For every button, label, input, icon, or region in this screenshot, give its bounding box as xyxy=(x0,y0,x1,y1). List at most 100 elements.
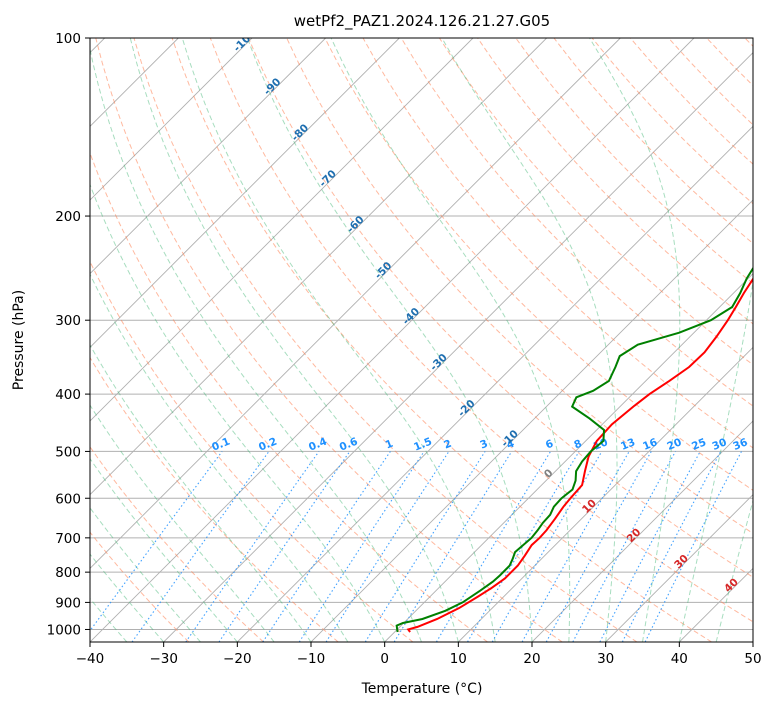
isotherm--60 xyxy=(90,38,547,496)
mixing-ratio-line-12 xyxy=(521,451,630,642)
isotherm--50 xyxy=(90,38,621,569)
y-tick-label: 200 xyxy=(55,209,81,225)
isotherm--40 xyxy=(90,38,695,642)
x-tick-label: 40 xyxy=(671,651,688,667)
moist-adiabat--10 xyxy=(90,343,312,642)
dry-adiabat-170 xyxy=(668,38,753,126)
isotherm-0 xyxy=(384,273,753,642)
y-tick-label: 300 xyxy=(55,313,81,329)
moist-adiabat--15 xyxy=(90,404,275,642)
mixing-ratio-line-5 xyxy=(298,451,425,642)
dry-adiabat-label-12: 20 xyxy=(625,526,644,545)
moist-adiabat--35 xyxy=(90,597,128,642)
y-tick-label: 500 xyxy=(55,444,81,460)
mixing-ratio-line-6 xyxy=(325,451,450,642)
mixing-ratio-line-9 xyxy=(435,451,552,642)
moist-adiabat--5 xyxy=(90,273,349,642)
x-tick-label: 50 xyxy=(744,651,761,667)
y-axis-label: Pressure (hPa) xyxy=(11,290,27,390)
mixing-ratio-line-17 xyxy=(644,451,742,642)
mixing-ratio-line-2 xyxy=(185,451,320,642)
moist-adiabat-5 xyxy=(90,46,422,642)
isotherm-30 xyxy=(605,494,753,642)
mixing-ratio-label-10: 8 xyxy=(572,438,583,452)
mixing-ratio-label-15: 25 xyxy=(690,436,708,453)
dry-adiabat--30 xyxy=(90,531,190,642)
y-tick-label: 600 xyxy=(55,491,81,507)
dry-adiabat-180 xyxy=(706,38,753,87)
dry-adiabat-150 xyxy=(591,38,753,205)
y-axis: 1000 900 800 700 600 500 400 300 200 100 xyxy=(47,31,90,639)
dry-adiabat-label-9: -10 xyxy=(499,428,521,450)
moist-adiabat-45 xyxy=(715,498,753,642)
moist-adiabat-30 xyxy=(441,38,618,642)
mixing-ratio-label-16: 30 xyxy=(711,436,729,453)
isotherm--80 xyxy=(90,38,400,348)
dry-adiabat-70 xyxy=(286,38,753,534)
x-tick-label: −10 xyxy=(297,651,326,667)
dry-adiabat-0 xyxy=(90,260,414,642)
background-lines xyxy=(90,38,753,642)
y-tick-label: 400 xyxy=(55,387,81,403)
y-tick-label: 900 xyxy=(55,595,81,611)
x-tick-label: −40 xyxy=(76,651,105,667)
plot-frame xyxy=(89,37,754,643)
moist-adiabat-40 xyxy=(678,38,753,642)
mixing-ratio-line-7 xyxy=(364,451,486,642)
dry-adiabat-label-11: 10 xyxy=(580,497,599,516)
dry-adiabat-label-14: 40 xyxy=(722,576,741,595)
dry-adiabat-140 xyxy=(553,38,753,245)
dry-adiabat-80 xyxy=(324,38,753,491)
mixing-ratio-line-13 xyxy=(545,451,652,642)
moist-adiabat-25 xyxy=(330,38,571,642)
dewpoint-line xyxy=(395,266,753,633)
mixing-ratio-line-16 xyxy=(621,451,722,642)
dry-adiabat-label-6: -40 xyxy=(400,306,422,328)
mixing-ratio-line-3 xyxy=(218,451,351,642)
isotherm-50 xyxy=(752,641,753,642)
mixing-ratio-label-14: 20 xyxy=(665,436,683,453)
isotherm--30 xyxy=(163,52,753,642)
mixing-ratio-label-6: 2 xyxy=(442,438,453,452)
dry-adiabat-30 xyxy=(133,38,638,642)
dry-adiabat-110 xyxy=(438,38,753,366)
dry-adiabat-10 xyxy=(90,151,488,642)
mixing-ratio-line-0 xyxy=(90,451,223,632)
dry-adiabat-40 xyxy=(171,38,712,642)
isotherm--10 xyxy=(310,199,753,642)
y-tick-label: 1000 xyxy=(47,623,81,639)
mixing-ratio-label-17: 36 xyxy=(731,436,749,453)
dry-adiabat-130 xyxy=(515,38,753,285)
mixing-ratio-line-1 xyxy=(131,451,270,642)
x-tick-label: 0 xyxy=(380,651,389,667)
isotherm-20 xyxy=(531,420,753,642)
dry-adiabat-60 xyxy=(248,38,753,578)
dry-adiabat--20 xyxy=(90,445,264,642)
x-tick-label: 30 xyxy=(597,651,614,667)
isotherm-10 xyxy=(458,346,753,642)
dry-adiabat-20 xyxy=(95,38,563,642)
x-tick-label: 10 xyxy=(450,651,467,667)
mixing-ratio-line-14 xyxy=(572,451,677,642)
mixing-ratio-label-7: 3 xyxy=(478,438,489,452)
moist-adiabat-15 xyxy=(181,38,496,642)
x-tick-label: −20 xyxy=(223,651,252,667)
x-tick-label: 20 xyxy=(523,651,540,667)
isotherm-40 xyxy=(679,567,753,642)
dry-adiabat--10 xyxy=(90,356,339,642)
mixing-ratio-label-13: 16 xyxy=(641,436,659,453)
dry-adiabat-label-7: -30 xyxy=(428,352,450,374)
isotherm--90 xyxy=(90,38,326,275)
dry-adiabat-label-4: -60 xyxy=(345,214,367,236)
mixing-ratio-label-8: 4 xyxy=(505,438,516,452)
x-tick-label: −30 xyxy=(149,651,178,667)
mixing-ratio-line-8 xyxy=(393,451,513,642)
moist-adiabat-0 xyxy=(90,183,386,642)
dry-adiabat-190 xyxy=(744,38,753,47)
moist-adiabat-10 xyxy=(129,38,459,642)
dry-adiabat-label-2: -80 xyxy=(289,122,311,144)
mixing-ratio-label-4: 1 xyxy=(384,438,395,452)
x-axis-label: Temperature (°C) xyxy=(361,681,483,697)
temperature-line xyxy=(406,277,753,633)
